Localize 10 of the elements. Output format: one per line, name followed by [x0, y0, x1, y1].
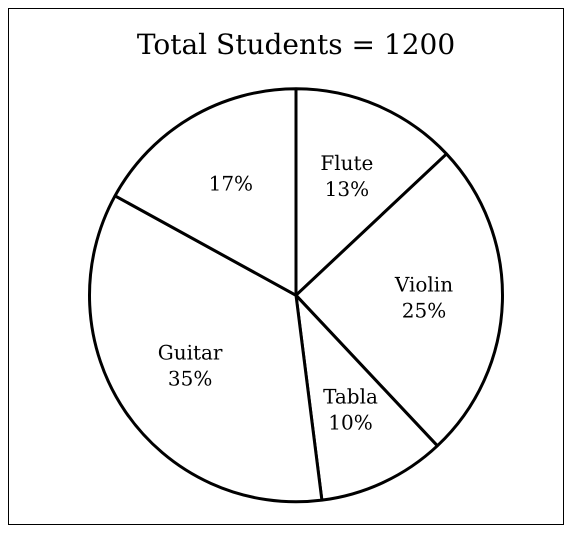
slice-label: Guitar — [158, 340, 223, 364]
slice-label: Flute — [320, 151, 374, 176]
slice-label: Tabla — [323, 384, 378, 408]
chart-title: Total Students = 1200 — [136, 28, 456, 62]
data-label: 35% — [168, 366, 212, 390]
data-label: 13% — [324, 177, 370, 202]
data-label: 17% — [208, 171, 254, 196]
slice-label: Violin — [394, 272, 454, 297]
data-label: 25% — [402, 298, 446, 323]
data-label: 10% — [328, 410, 373, 434]
